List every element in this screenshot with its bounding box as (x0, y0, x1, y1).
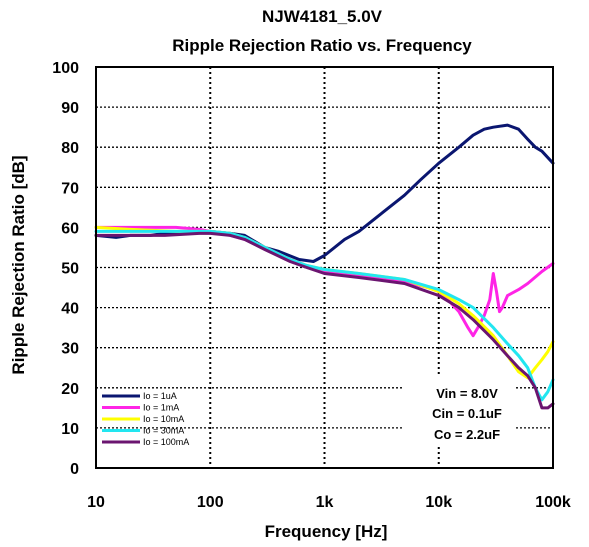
annotation-co: Co = 2.2uF (434, 427, 500, 442)
x-tick-label: 1k (316, 494, 334, 511)
y-tick-label: 90 (61, 100, 79, 117)
y-axis-label: Ripple Rejection Ratio [dB] (9, 155, 28, 374)
legend-label: Io = 1uA (143, 391, 177, 401)
conditions-box (404, 376, 514, 446)
legend-label: Io = 10mA (143, 414, 184, 424)
x-tick-label: 100k (535, 494, 571, 511)
y-tick-label: 80 (61, 140, 79, 157)
chart-title: NJW4181_5.0V (262, 7, 383, 26)
x-tick-label: 100 (197, 494, 224, 511)
tick-labels: 10 100 1k 10k 100k 0 10 20 30 40 50 60 70 80 90 100 (52, 60, 571, 511)
x-tick-label: 10k (425, 494, 452, 511)
y-tick-label: 0 (70, 461, 79, 478)
y-tick-label: 30 (61, 341, 79, 358)
y-tick-label: 40 (61, 301, 79, 318)
y-tick-label: 10 (61, 421, 79, 438)
plot-frame (95, 66, 554, 469)
series-line (94, 229, 555, 402)
legend-label: Io = 100mA (143, 437, 189, 447)
legend-label: Io = 1mA (143, 403, 179, 413)
x-axis-label: Frequency [Hz] (265, 522, 388, 541)
series-lines (94, 123, 555, 410)
grid (96, 67, 553, 468)
y-tick-label: 60 (61, 220, 79, 237)
y-tick-label: 100 (52, 60, 79, 77)
annotation-cin: Cin = 0.1uF (432, 406, 502, 421)
x-tick-label: 10 (87, 494, 105, 511)
chart-subtitle: Ripple Rejection Ratio vs. Frequency (172, 36, 472, 55)
y-tick-label: 70 (61, 180, 79, 197)
conditions-note: Vin = 8.0V Cin = 0.1uF Co = 2.2uF (404, 376, 514, 446)
legend-label: Io = 30mA (143, 426, 184, 436)
annotation-vin: Vin = 8.0V (436, 386, 498, 401)
y-tick-label: 50 (61, 261, 79, 278)
y-tick-label: 20 (61, 381, 79, 398)
series-line (94, 231, 555, 410)
